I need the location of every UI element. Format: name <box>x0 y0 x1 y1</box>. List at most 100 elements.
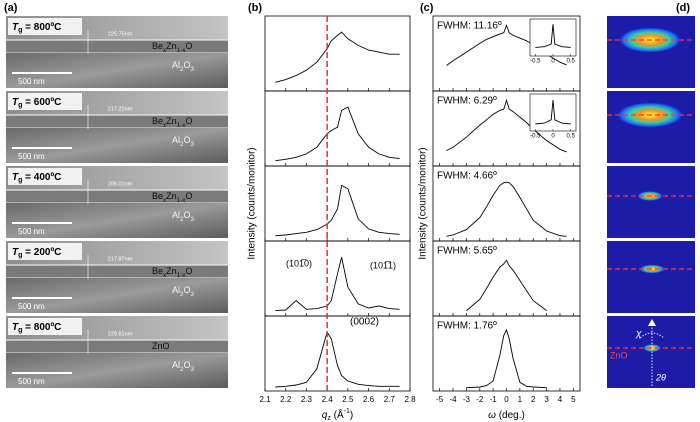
text-part: O <box>184 285 191 295</box>
axis-arc <box>639 332 665 339</box>
text-part: Be <box>152 116 163 126</box>
text-part: 2 <box>180 141 184 148</box>
text-part: (Å <box>331 408 344 421</box>
diffraction-image <box>607 316 695 388</box>
x-tick-label: 0 <box>504 395 509 404</box>
annotation: (101̅1) <box>370 260 396 270</box>
growth-temperature: Tg = 800ºC <box>12 22 61 35</box>
x-axis-label: qz (Å-1) <box>322 408 353 422</box>
film-label: BexZn1-xO <box>152 266 192 279</box>
text-part: 2 <box>180 366 184 373</box>
inset-tick-label: -0.5 <box>530 134 541 140</box>
sem-film <box>6 190 228 203</box>
x-tick-label: 3 <box>544 395 549 404</box>
text-part: x <box>163 197 167 204</box>
scale-label: 500 nm <box>18 77 45 86</box>
curve <box>275 256 400 312</box>
growth-temperature: Tg = 800ºC <box>12 322 61 335</box>
inset-frame <box>529 93 577 132</box>
plot-frame <box>264 315 411 392</box>
text-part: Al <box>172 285 180 295</box>
scale-label: 500 nm <box>18 302 45 311</box>
panel-label: (a) <box>4 2 18 14</box>
inset-tick-label: 0 <box>551 59 555 65</box>
curve <box>446 98 567 153</box>
text-part: = 400ºC <box>22 172 61 183</box>
panel-label: (d) <box>676 2 690 14</box>
text-part: Be <box>152 41 163 51</box>
sem-film <box>6 265 228 278</box>
scale-label: 500 nm <box>18 377 45 386</box>
substrate-label: Al2O3 <box>172 360 195 373</box>
inset-curve <box>535 24 571 48</box>
text-part: = 800ºC <box>22 322 61 333</box>
text-part: g <box>18 252 22 259</box>
fwhm-label: FWHM: 6.29º <box>437 96 497 107</box>
text-part: 3 <box>191 141 195 148</box>
text-part: q <box>322 410 328 421</box>
text-part: 2 <box>180 291 184 298</box>
x-tick-label: 5 <box>571 395 576 404</box>
thickness: 225.75nm <box>108 31 133 37</box>
text-part: O <box>185 191 192 201</box>
film-label: BexZn1-xO <box>152 116 192 129</box>
text-part: T <box>12 247 19 258</box>
film-label: BexZn1-xO <box>152 191 192 204</box>
text-part: T <box>12 22 19 33</box>
film-label: BexZn1-xO <box>152 41 192 54</box>
thickness: 206.01nm <box>108 181 133 187</box>
text-part: 1-x <box>177 197 187 204</box>
curve <box>446 181 567 237</box>
text-part: O <box>185 41 192 51</box>
text-part: z <box>327 415 331 422</box>
curve <box>275 330 400 388</box>
x-tick-label: -3 <box>463 395 471 404</box>
sem-substrate <box>6 278 228 313</box>
sem-substrate <box>6 53 228 88</box>
text-part: x <box>163 47 167 54</box>
inset-tick-label: 0.5 <box>567 59 576 65</box>
film-label: ZnO <box>152 341 170 351</box>
material-label: ZnO <box>610 350 628 360</box>
sem-substrate <box>6 128 228 163</box>
sem-film <box>6 40 228 53</box>
chi-label: χ <box>635 329 642 340</box>
text-part: O <box>184 135 191 145</box>
fwhm-label: FWHM: 1.76º <box>437 321 497 332</box>
x-tick-label: 2.8 <box>404 395 416 404</box>
text-part: 3 <box>191 216 195 223</box>
label-box <box>8 168 82 185</box>
text-part: Al <box>172 360 180 370</box>
text-part: Be <box>152 266 163 276</box>
growth-temperature: Tg = 200ºC <box>12 247 61 260</box>
text-part: (deg.) <box>496 410 525 421</box>
y-axis-label: Intensity (counts/monitor) <box>247 147 258 259</box>
diffraction-image <box>607 241 695 313</box>
annotation: (101̅0) <box>286 258 312 268</box>
thickness: 229.81nm <box>108 331 133 337</box>
text-part: O <box>184 210 191 220</box>
text-part: 3 <box>191 66 195 73</box>
text-part: ZnO <box>152 341 170 351</box>
thickness: 217.87nm <box>108 256 133 262</box>
text-part: Zn <box>166 266 177 276</box>
x-tick-label: -1 <box>490 395 498 404</box>
text-part: -1 <box>344 408 350 415</box>
x-axis-label: ω (deg.) <box>488 410 525 421</box>
curve <box>275 31 400 83</box>
label-box <box>8 318 82 335</box>
two-theta-label: 2θ <box>655 372 666 382</box>
text-part: 1-x <box>177 272 187 279</box>
text-part: 1-x <box>177 47 187 54</box>
label-box <box>8 18 82 35</box>
text-part: Al <box>172 135 180 145</box>
substrate-label: Al2O3 <box>172 285 195 298</box>
text-part: O <box>184 60 191 70</box>
text-part: Be <box>152 191 163 201</box>
growth-temperature: Tg = 600ºC <box>12 97 61 110</box>
x-tick-label: 2.7 <box>384 395 396 404</box>
text-part: g <box>18 327 22 334</box>
thickness: 217.22nm <box>108 106 133 112</box>
x-tick-label: -4 <box>449 395 457 404</box>
